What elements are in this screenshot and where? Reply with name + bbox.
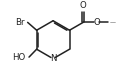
Text: HO: HO: [12, 53, 25, 62]
Text: N: N: [50, 54, 56, 63]
Text: O: O: [80, 1, 87, 10]
Text: O: O: [93, 18, 100, 27]
Text: —: —: [109, 20, 115, 25]
Text: Br: Br: [15, 18, 24, 27]
